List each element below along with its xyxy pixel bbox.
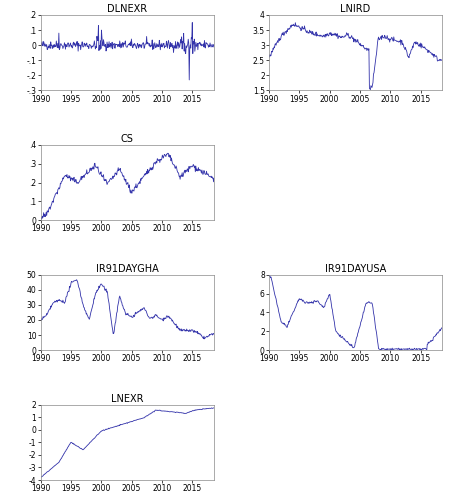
Title: IR91DAYUSA: IR91DAYUSA bbox=[325, 264, 386, 274]
Title: LNIRD: LNIRD bbox=[341, 4, 371, 14]
Title: IR91DAYGHA: IR91DAYGHA bbox=[96, 264, 158, 274]
Title: LNEXR: LNEXR bbox=[111, 394, 143, 404]
Title: CS: CS bbox=[121, 134, 133, 144]
Title: DLNEXR: DLNEXR bbox=[107, 4, 147, 14]
